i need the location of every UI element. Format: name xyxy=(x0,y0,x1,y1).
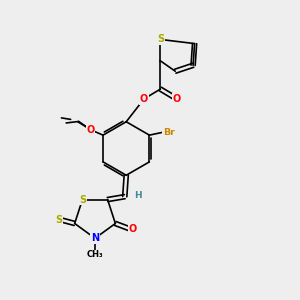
Text: N: N xyxy=(91,233,99,243)
Text: O: O xyxy=(140,94,148,104)
Text: S: S xyxy=(157,34,164,44)
Text: Br: Br xyxy=(163,128,175,137)
Text: O: O xyxy=(86,125,95,135)
Text: S: S xyxy=(55,215,62,225)
Text: H: H xyxy=(134,191,142,200)
Text: O: O xyxy=(172,94,181,104)
Text: O: O xyxy=(128,224,137,234)
Text: S: S xyxy=(79,195,86,205)
Text: CH₃: CH₃ xyxy=(87,250,103,259)
